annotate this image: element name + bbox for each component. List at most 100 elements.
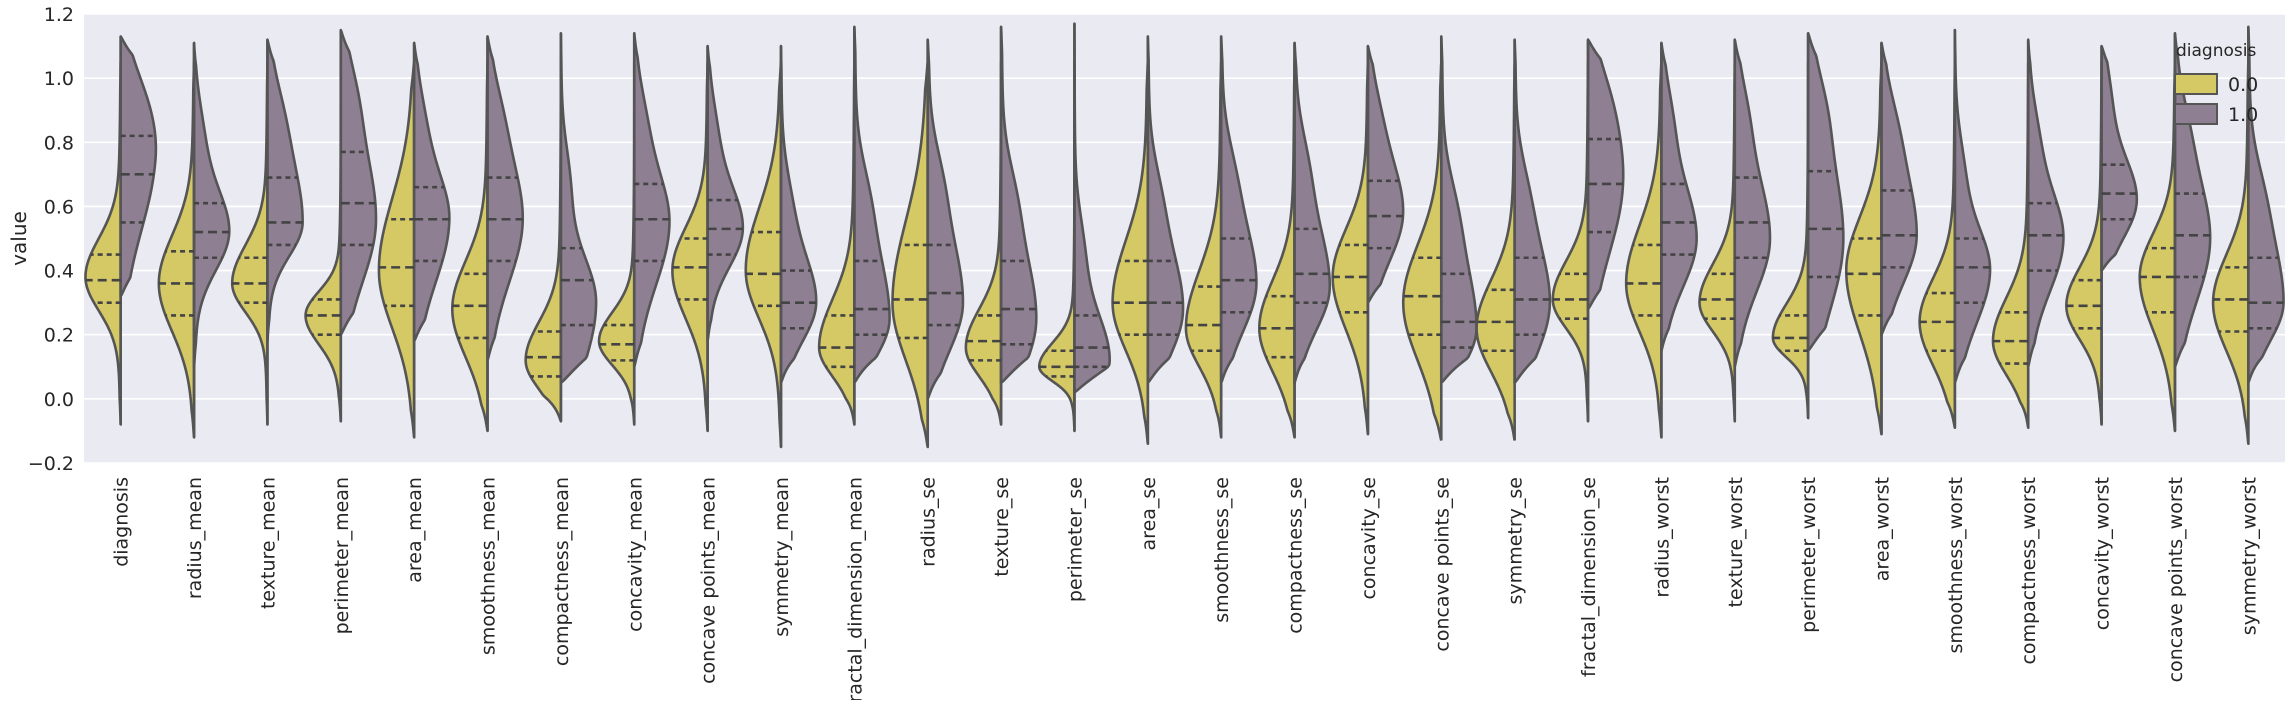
violin-half-1 bbox=[1660, 41, 1698, 353]
x-tick-label: concavity_se bbox=[1358, 477, 1380, 600]
violin-half-0 bbox=[1331, 60, 1370, 436]
violin-group bbox=[1918, 28, 1992, 430]
x-tick-label: symmetry_worst bbox=[2238, 477, 2260, 635]
legend-title: diagnosis bbox=[2176, 41, 2256, 61]
violin-group bbox=[230, 38, 304, 426]
x-tick-label: perimeter_se bbox=[1064, 477, 1086, 602]
violin-group bbox=[1844, 41, 1918, 436]
violin-group bbox=[1258, 41, 1332, 439]
x-tick-label: radius_mean bbox=[184, 477, 206, 599]
x-tick-label: smoothness_mean bbox=[478, 477, 500, 655]
violin-group bbox=[2211, 25, 2285, 446]
x-tick-label: compactness_se bbox=[1285, 477, 1307, 634]
x-tick-label: compactness_mean bbox=[551, 477, 573, 666]
violin-group bbox=[1331, 44, 1405, 436]
violin-group bbox=[1771, 31, 1845, 420]
violin-half-0 bbox=[1111, 60, 1150, 446]
violin-group bbox=[451, 35, 525, 433]
violin-half-0 bbox=[891, 60, 930, 449]
y-tick-label: 0.4 bbox=[44, 261, 74, 283]
violin-half-1 bbox=[119, 35, 158, 298]
y-tick-label: 0.0 bbox=[44, 389, 74, 411]
violin-group bbox=[524, 31, 598, 423]
violin-half-1 bbox=[486, 35, 525, 362]
violin-group bbox=[1475, 38, 1552, 441]
violin-group bbox=[1991, 38, 2065, 430]
violin-group bbox=[964, 25, 1038, 426]
x-axis-ticks: diagnosis radius_mean texture_mean perimete… bbox=[111, 477, 2261, 704]
violin-half-0 bbox=[1844, 60, 1883, 436]
violins bbox=[84, 22, 2285, 449]
x-tick-label: concave points_mean bbox=[698, 477, 720, 684]
legend-entries: 0.01.0 bbox=[2174, 73, 2258, 126]
y-tick-label: 0.2 bbox=[44, 325, 74, 347]
violin-half-1 bbox=[192, 41, 231, 369]
violin-group bbox=[891, 38, 965, 449]
x-tick-label: smoothness_worst bbox=[1945, 477, 1967, 654]
y-axis-ticks: −0.2 0.0 0.2 0.4 0.6 0.8 1.0 1.2 bbox=[28, 4, 74, 475]
legend: diagnosis 0.01.0 bbox=[2174, 41, 2258, 126]
violin-half-1 bbox=[1366, 44, 1405, 304]
x-tick-label: concave points_worst bbox=[2165, 477, 2187, 682]
x-tick-label: perimeter_worst bbox=[1798, 477, 1820, 633]
legend-label: 0.0 bbox=[2228, 74, 2258, 96]
x-tick-label: radius_worst bbox=[1651, 477, 1673, 598]
violin-half-1 bbox=[853, 25, 891, 385]
grid-lines bbox=[84, 13, 2285, 464]
x-tick-label: area_worst bbox=[1871, 477, 1893, 581]
legend-swatch bbox=[2174, 103, 2218, 125]
violin-group bbox=[1111, 35, 1185, 446]
violin-group bbox=[597, 31, 671, 426]
violin-half-1 bbox=[1219, 35, 1258, 385]
y-tick-label: 1.2 bbox=[44, 4, 74, 26]
violin-group bbox=[671, 44, 745, 433]
violin-half-1 bbox=[2100, 44, 2139, 272]
x-tick-label: perimeter_mean bbox=[331, 477, 353, 634]
violin-half-1 bbox=[999, 25, 1038, 385]
violin-half-1 bbox=[339, 28, 378, 337]
violin-half-1 bbox=[2247, 25, 2285, 385]
x-tick-label: concave points_se bbox=[1431, 477, 1453, 652]
violin-group bbox=[2065, 44, 2139, 426]
violin-half-1 bbox=[706, 44, 745, 343]
violin-half-1 bbox=[926, 38, 965, 401]
y-tick-label: −0.2 bbox=[28, 453, 74, 475]
violin-half-1 bbox=[1293, 41, 1332, 385]
legend-swatch bbox=[2174, 73, 2218, 95]
violin-group bbox=[744, 44, 818, 449]
violin-half-1 bbox=[266, 38, 304, 343]
x-tick-label: area_mean bbox=[404, 477, 426, 583]
violin-half-0 bbox=[377, 60, 416, 439]
violin-half-0 bbox=[1401, 64, 1443, 441]
legend-label: 1.0 bbox=[2228, 104, 2258, 126]
y-axis-label: value bbox=[7, 211, 31, 266]
violin-half-0 bbox=[744, 60, 783, 449]
x-tick-label: symmetry_mean bbox=[771, 477, 793, 637]
x-tick-label: texture_worst bbox=[1725, 477, 1747, 607]
x-tick-label: fractal_dimension_se bbox=[1578, 477, 1600, 677]
violin-half-1 bbox=[632, 31, 671, 369]
violin-half-1 bbox=[1880, 41, 1918, 337]
violin-group bbox=[817, 25, 891, 426]
violin-group bbox=[84, 35, 158, 426]
x-tick-label: concavity_mean bbox=[624, 477, 646, 632]
violin-group bbox=[157, 41, 231, 439]
violin-group bbox=[1184, 35, 1258, 439]
x-tick-label: radius_se bbox=[918, 477, 940, 567]
x-tick-label: symmetry_se bbox=[1505, 477, 1527, 604]
x-tick-label: texture_mean bbox=[257, 477, 279, 609]
plot-background bbox=[84, 14, 2285, 463]
y-tick-label: 1.0 bbox=[44, 68, 74, 90]
x-tick-label: diagnosis bbox=[111, 477, 133, 567]
x-tick-label: fractal_dimension_mean bbox=[844, 477, 866, 700]
violin-half-1 bbox=[1733, 38, 1772, 369]
x-tick-label: area_se bbox=[1138, 477, 1160, 550]
violin-half-1 bbox=[1586, 38, 1625, 311]
violin-half-1 bbox=[1806, 31, 1845, 353]
x-tick-label: texture_se bbox=[991, 477, 1013, 577]
violin-group bbox=[304, 28, 378, 423]
violin-half-1 bbox=[412, 41, 451, 343]
violin-group bbox=[377, 41, 451, 439]
